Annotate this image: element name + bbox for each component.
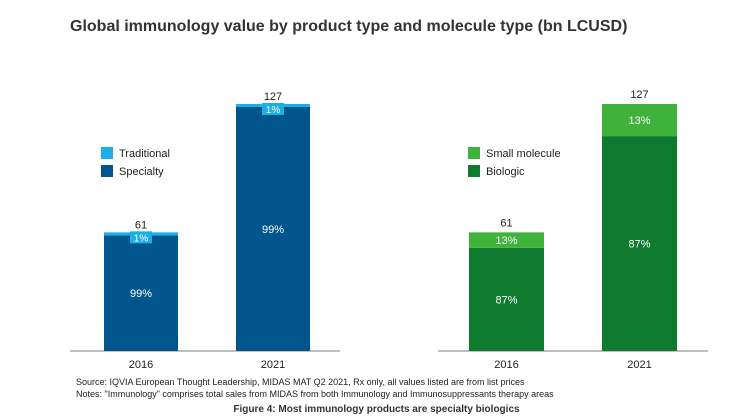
legend-swatch [468, 165, 480, 177]
data-label: 99% [130, 288, 152, 300]
data-label: 87% [628, 239, 650, 251]
legend-swatch [468, 147, 480, 159]
total-label: 61 [500, 217, 512, 229]
legend-label: Traditional [119, 148, 170, 160]
source-note: Source: IQVIA European Thought Leadershi… [76, 377, 525, 387]
data-label: 13% [628, 115, 650, 127]
notes-text: Notes: "Immunology" comprises total sale… [76, 389, 554, 399]
data-label: 87% [495, 294, 517, 306]
data-label: 13% [495, 235, 517, 247]
bar-small-molecule-2021 [602, 104, 677, 137]
x-tick-label: 2016 [129, 359, 153, 371]
legend-swatch [101, 147, 113, 159]
x-tick-label: 2016 [494, 359, 518, 371]
x-tick-label: 2021 [627, 359, 651, 371]
bar-specialty-2021 [236, 107, 310, 351]
x-tick-label: 2021 [261, 359, 285, 371]
total-label: 127 [630, 89, 648, 101]
total-label: 127 [264, 91, 282, 103]
total-label: 61 [135, 219, 147, 231]
bar-small-molecule-2016 [469, 232, 544, 248]
legend-swatch [101, 165, 113, 177]
bar-biologic-2016 [469, 247, 544, 351]
chart-title: Global immunology value by product type … [70, 18, 628, 35]
legend-label: Biologic [486, 166, 525, 178]
figure-caption: Figure 4: Most immunology products are s… [233, 404, 520, 415]
data-label: 1% [266, 105, 281, 116]
legend-label: Small molecule [486, 148, 561, 160]
bar-specialty-2016 [104, 235, 178, 351]
bar-biologic-2021 [602, 136, 677, 351]
data-label: 1% [134, 233, 149, 244]
label-tag [130, 231, 152, 244]
legend-label: Specialty [119, 166, 164, 178]
data-label: 99% [262, 224, 284, 236]
label-tag [262, 103, 284, 115]
